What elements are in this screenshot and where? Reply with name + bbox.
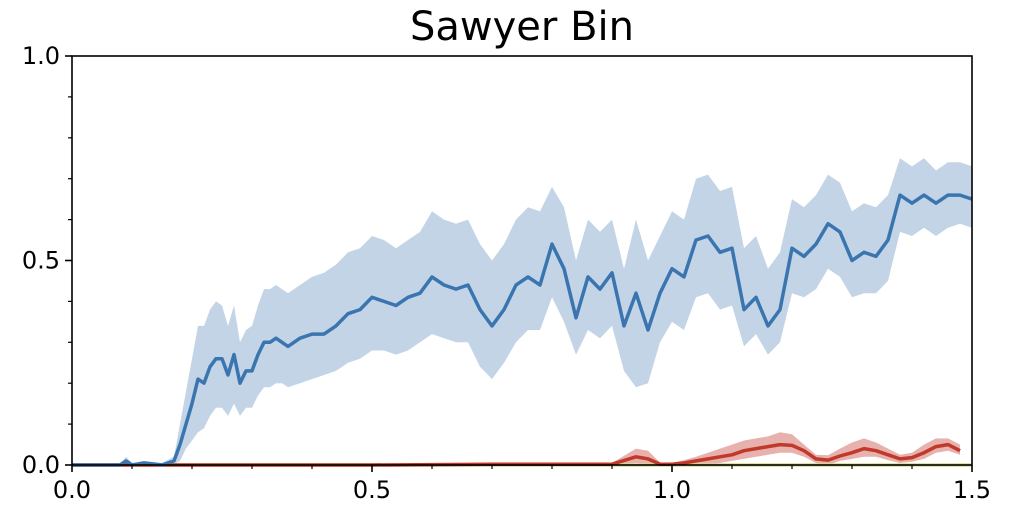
series-1-band	[72, 158, 972, 466]
y-tick-label-2: 1.0	[22, 42, 60, 70]
x-tick-label-2: 1.0	[653, 476, 691, 504]
x-tick-label-0: 0.0	[53, 476, 91, 504]
plot-area	[72, 158, 973, 467]
x-tick-label-1: 0.5	[353, 476, 391, 504]
axis-ticks: 0.0 0.5 1.0 1.5 0.0 0.5 1.0	[22, 42, 991, 504]
chart-title: Sawyer Bin	[410, 4, 634, 50]
series-1-line	[72, 193, 973, 467]
series-2-line	[72, 442, 961, 467]
series-2-band	[72, 432, 960, 465]
x-tick-label-3: 1.5	[953, 476, 991, 504]
y-tick-label-0: 0.0	[22, 451, 60, 479]
y-tick-label-1: 0.5	[22, 247, 60, 275]
